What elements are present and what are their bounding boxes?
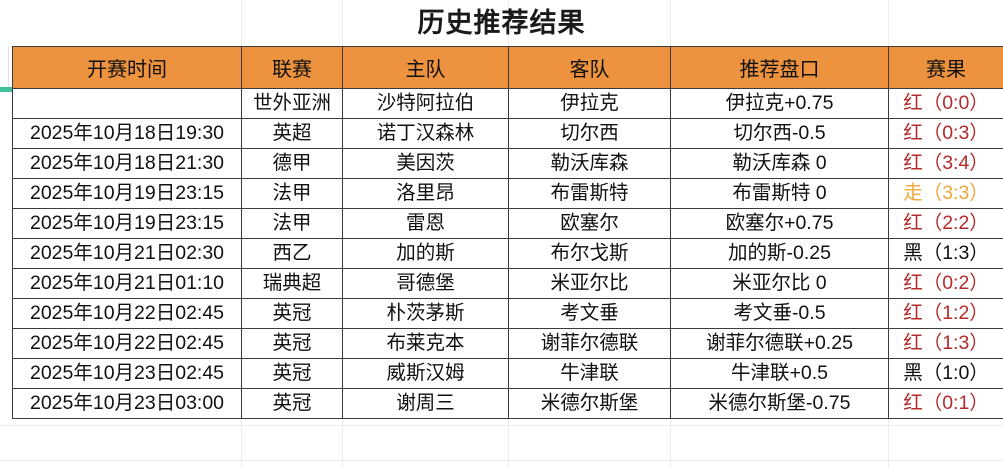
cell-away[interactable]: 牛津联 (508, 358, 671, 389)
cell-away[interactable]: 布雷斯特 (508, 178, 671, 209)
page-title: 历史推荐结果 (417, 7, 586, 38)
cell-line[interactable]: 米德尔斯堡-0.75 (670, 388, 889, 419)
cell-home[interactable]: 加的斯 (342, 238, 509, 269)
cell-result[interactable]: 红（2:2） (888, 208, 1003, 239)
column-header-home[interactable]: 主队 (342, 46, 509, 89)
cell-time[interactable]: 2025年10月19日23:15 (12, 208, 242, 239)
cell-line[interactable]: 牛津联+0.5 (670, 358, 889, 389)
column-header-result[interactable]: 赛果 (888, 46, 1003, 89)
cell-league[interactable]: 英冠 (241, 358, 343, 389)
cell-league[interactable]: 英冠 (241, 328, 343, 359)
cell-home[interactable]: 哥德堡 (342, 268, 509, 299)
cell-league[interactable]: 西乙 (241, 238, 343, 269)
table-row[interactable]: 世外亚洲 沙特阿拉伯 伊拉克 伊拉克+0.75 红（0:0） (12, 88, 1003, 119)
cell-result[interactable]: 黑（1:3） (888, 238, 1003, 269)
cell-line[interactable]: 切尔西-0.5 (670, 118, 889, 149)
cell-line[interactable]: 米亚尔比 0 (670, 268, 889, 299)
table-row[interactable]: 2025年10月21日01:10 瑞典超 哥德堡 米亚尔比 米亚尔比 0 红（0:2） (12, 268, 1003, 299)
table-row[interactable]: 2025年10月19日23:15 法甲 雷恩 欧塞尔 欧塞尔+0.75 红（2:2） (12, 208, 1003, 239)
cell-away[interactable]: 米亚尔比 (508, 268, 671, 299)
cell-away[interactable]: 勒沃库森 (508, 148, 671, 179)
cell-line[interactable]: 勒沃库森 0 (670, 148, 889, 179)
cell-result[interactable]: 红（0:2） (888, 268, 1003, 299)
cell-time[interactable]: 2025年10月18日19:30 (12, 118, 242, 149)
cell-time[interactable]: 2025年10月18日21:30 (12, 148, 242, 179)
cell-time[interactable]: 2025年10月21日02:30 (12, 238, 242, 269)
table-row[interactable]: 2025年10月23日03:00 英冠 谢周三 米德尔斯堡 米德尔斯堡-0.75 红（0:… (12, 388, 1003, 419)
cell-result[interactable]: 红（1:3） (888, 328, 1003, 359)
cell-line[interactable]: 谢菲尔德联+0.25 (670, 328, 889, 359)
cell-time[interactable]: 2025年10月23日03:00 (12, 388, 242, 419)
table-row[interactable]: 2025年10月21日02:30 西乙 加的斯 布尔戈斯 加的斯-0.25 黑（1:3） (12, 238, 1003, 269)
cell-result[interactable]: 红（3:4） (888, 148, 1003, 179)
table-row[interactable]: 2025年10月19日23:15 法甲 洛里昂 布雷斯特 布雷斯特 0 走（3:3） (12, 178, 1003, 209)
cell-home[interactable]: 雷恩 (342, 208, 509, 239)
cell-result[interactable]: 红（0:0） (888, 88, 1003, 119)
cell-away[interactable]: 布尔戈斯 (508, 238, 671, 269)
left-edge-divider (8, 46, 9, 90)
cell-time[interactable]: 2025年10月19日23:15 (12, 178, 242, 209)
column-header-league[interactable]: 联赛 (241, 46, 343, 89)
column-header-line[interactable]: 推荐盘口 (670, 46, 889, 89)
cell-result[interactable]: 红（0:3） (888, 118, 1003, 149)
cell-line[interactable]: 伊拉克+0.75 (670, 88, 889, 119)
cell-home[interactable]: 谢周三 (342, 388, 509, 419)
cell-home[interactable]: 洛里昂 (342, 178, 509, 209)
cell-away[interactable]: 伊拉克 (508, 88, 671, 119)
cell-away[interactable]: 谢菲尔德联 (508, 328, 671, 359)
cell-away[interactable]: 米德尔斯堡 (508, 388, 671, 419)
table-body: 世外亚洲 沙特阿拉伯 伊拉克 伊拉克+0.75 红（0:0） 2025年10月18日19:… (12, 88, 1003, 419)
cell-line[interactable]: 欧塞尔+0.75 (670, 208, 889, 239)
cell-time[interactable]: 2025年10月22日02:45 (12, 298, 242, 329)
cell-league[interactable]: 瑞典超 (241, 268, 343, 299)
cell-away[interactable]: 欧塞尔 (508, 208, 671, 239)
results-table-wrapper: 开赛时间 联赛 主队 客队 推荐盘口 赛果 世外亚洲 沙特阿拉伯 伊拉克 伊拉克+0.… (12, 46, 1003, 419)
column-header-time[interactable]: 开赛时间 (12, 46, 242, 89)
cell-home[interactable]: 朴茨茅斯 (342, 298, 509, 329)
cell-line[interactable]: 考文垂-0.5 (670, 298, 889, 329)
header-row: 开赛时间 联赛 主队 客队 推荐盘口 赛果 (12, 46, 1003, 89)
cell-league[interactable]: 世外亚洲 (241, 88, 343, 119)
cell-league[interactable]: 英冠 (241, 298, 343, 329)
cell-league[interactable]: 英超 (241, 118, 343, 149)
cell-time[interactable]: 2025年10月22日02:45 (12, 328, 242, 359)
table-row[interactable]: 2025年10月22日02:45 英冠 朴茨茅斯 考文垂 考文垂-0.5 红（1:2） (12, 298, 1003, 329)
cell-result[interactable]: 黑（1:0） (888, 358, 1003, 389)
page-title-row: 历史推荐结果 (0, 0, 1003, 46)
results-table: 开赛时间 联赛 主队 客队 推荐盘口 赛果 世外亚洲 沙特阿拉伯 伊拉克 伊拉克+0.… (12, 46, 1003, 419)
table-row[interactable]: 2025年10月22日02:45 英冠 布莱克本 谢菲尔德联 谢菲尔德联+0.25 红（1… (12, 328, 1003, 359)
cell-line[interactable]: 布雷斯特 0 (670, 178, 889, 209)
cell-result[interactable]: 走（3:3） (888, 178, 1003, 209)
cell-home[interactable]: 诺丁汉森林 (342, 118, 509, 149)
table-row[interactable]: 2025年10月23日02:45 英冠 威斯汉姆 牛津联 牛津联+0.5 黑（1:0） (12, 358, 1003, 389)
cell-time[interactable]: 2025年10月23日02:45 (12, 358, 242, 389)
cell-league[interactable]: 英冠 (241, 388, 343, 419)
table-row[interactable]: 2025年10月18日21:30 德甲 美因茨 勒沃库森 勒沃库森 0 红（3:4） (12, 148, 1003, 179)
cell-league[interactable]: 法甲 (241, 208, 343, 239)
cell-league[interactable]: 法甲 (241, 178, 343, 209)
column-header-away[interactable]: 客队 (508, 46, 671, 89)
cell-away[interactable]: 考文垂 (508, 298, 671, 329)
cell-home[interactable]: 沙特阿拉伯 (342, 88, 509, 119)
cell-result[interactable]: 红（0:1） (888, 388, 1003, 419)
selection-marker (0, 87, 12, 92)
cell-away[interactable]: 切尔西 (508, 118, 671, 149)
cell-line[interactable]: 加的斯-0.25 (670, 238, 889, 269)
cell-result[interactable]: 红（1:2） (888, 298, 1003, 329)
table-row[interactable]: 2025年10月18日19:30 英超 诺丁汉森林 切尔西 切尔西-0.5 红（0:3） (12, 118, 1003, 149)
cell-home[interactable]: 布莱克本 (342, 328, 509, 359)
cell-home[interactable]: 美因茨 (342, 148, 509, 179)
cell-time[interactable]: 2025年10月21日01:10 (12, 268, 242, 299)
cell-home[interactable]: 威斯汉姆 (342, 358, 509, 389)
cell-league[interactable]: 德甲 (241, 148, 343, 179)
cell-time[interactable] (12, 88, 242, 119)
table-header: 开赛时间 联赛 主队 客队 推荐盘口 赛果 (12, 46, 1003, 89)
